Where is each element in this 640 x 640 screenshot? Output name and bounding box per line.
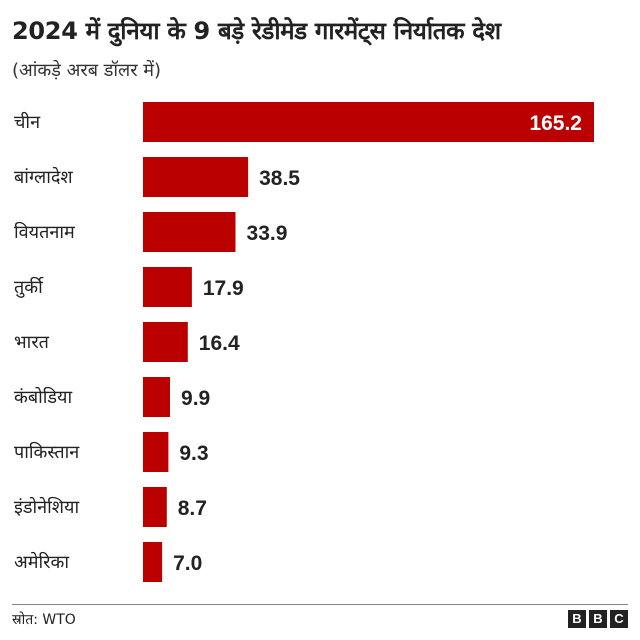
category-label: चीन [14, 111, 41, 133]
value-label: 33.9 [247, 222, 288, 245]
chart-title: 2024 में दुनिया के 9 बड़े रेडीमेड गारमें… [12, 17, 501, 45]
category-label: तुर्की [14, 276, 44, 298]
bar [143, 432, 169, 472]
bbc-logo-letter-3: C [610, 610, 628, 628]
footer-divider [12, 604, 628, 605]
value-label: 9.3 [179, 442, 208, 465]
source-note: स्रोत: WTO [12, 612, 76, 628]
bar [143, 377, 170, 417]
category-label: इंडोनेशिया [14, 496, 79, 518]
bar [143, 157, 249, 197]
value-label: 8.7 [178, 497, 207, 520]
value-label: 165.2 [529, 112, 582, 135]
value-label: 16.4 [199, 332, 240, 355]
bar [143, 487, 167, 527]
bar-chart: चीन 165.2 बांग्लादेश 38.5 वियतनाम 33.9 तुर्की 1… [14, 102, 594, 582]
value-label: 17.9 [203, 277, 244, 300]
bar [143, 322, 188, 362]
category-label: वियतनाम [14, 221, 76, 243]
value-label: 7.0 [173, 552, 202, 575]
category-label: पाकिस्तान [14, 441, 80, 463]
category-label: भारत [14, 332, 50, 353]
value-label: 38.5 [259, 167, 300, 190]
bbc-logo: B B C [568, 610, 628, 628]
bar [143, 267, 192, 307]
bbc-logo-letter-1: B [568, 610, 586, 628]
chart-subtitle: (आंकड़े अरब डॉलर में) [12, 60, 162, 81]
category-label: अमेरिका [14, 551, 69, 573]
value-label: 9.9 [181, 387, 210, 410]
bbc-logo-letter-2: B [589, 610, 607, 628]
bar [143, 212, 236, 252]
bar [143, 542, 163, 582]
category-label: बांग्लादेश [14, 166, 73, 188]
bar [143, 102, 594, 142]
category-label: कंबोडिया [14, 386, 72, 408]
